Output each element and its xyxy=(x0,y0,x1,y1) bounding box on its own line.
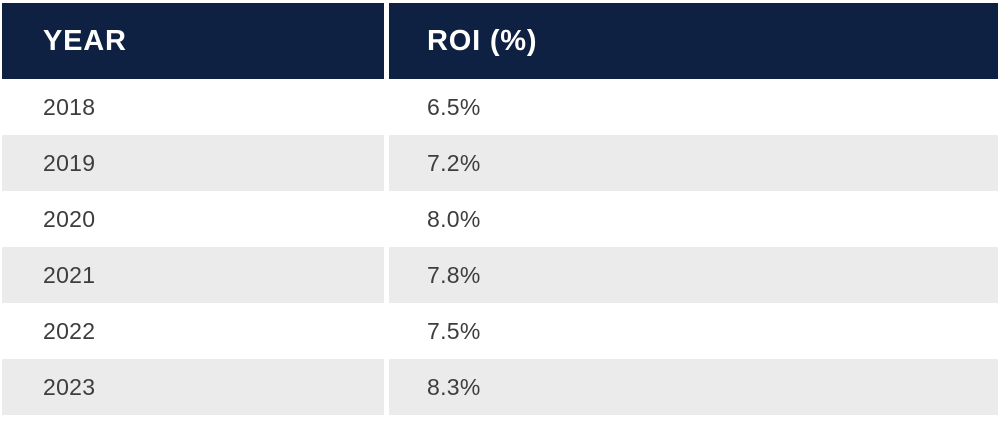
roi-cell: 7.8% xyxy=(389,247,998,303)
year-cell: 2022 xyxy=(2,303,384,359)
year-cell: 2023 xyxy=(2,359,384,415)
year-cell: 2020 xyxy=(2,191,384,247)
table-row: 2018 6.5% xyxy=(2,79,998,135)
column-header-roi: ROI (%) xyxy=(389,3,998,79)
year-cell: 2019 xyxy=(2,135,384,191)
roi-cell: 6.5% xyxy=(389,79,998,135)
table-row: 2023 8.3% xyxy=(2,359,998,415)
table-row: 2020 8.0% xyxy=(2,191,998,247)
table-row: 2021 7.8% xyxy=(2,247,998,303)
roi-cell: 7.2% xyxy=(389,135,998,191)
table-header-row: YEAR ROI (%) xyxy=(2,3,998,79)
roi-by-year-table: YEAR ROI (%) 2018 6.5% 2019 7.2% 2020 8.… xyxy=(2,3,998,415)
table-row: 2022 7.5% xyxy=(2,303,998,359)
table-row: 2019 7.2% xyxy=(2,135,998,191)
roi-cell: 7.5% xyxy=(389,303,998,359)
year-cell: 2018 xyxy=(2,79,384,135)
column-header-year: YEAR xyxy=(2,3,384,79)
roi-cell: 8.3% xyxy=(389,359,998,415)
year-cell: 2021 xyxy=(2,247,384,303)
roi-cell: 8.0% xyxy=(389,191,998,247)
